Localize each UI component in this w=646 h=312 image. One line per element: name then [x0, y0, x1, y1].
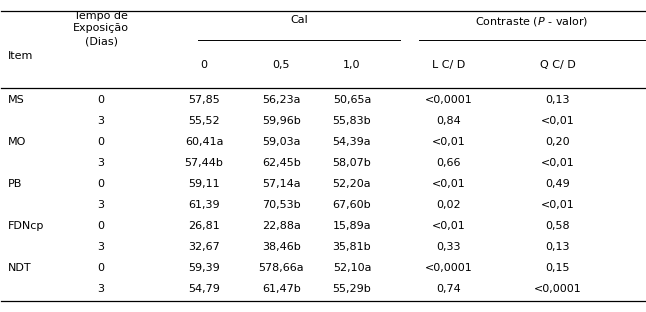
Text: 61,47b: 61,47b: [262, 284, 300, 294]
Text: 32,67: 32,67: [188, 242, 220, 252]
Text: 55,52: 55,52: [188, 116, 220, 126]
Text: 62,45b: 62,45b: [262, 158, 300, 168]
Text: 57,85: 57,85: [188, 95, 220, 105]
Text: 3: 3: [98, 158, 105, 168]
Text: 26,81: 26,81: [188, 221, 220, 231]
Text: 38,46b: 38,46b: [262, 242, 300, 252]
Text: 55,83b: 55,83b: [333, 116, 371, 126]
Text: 3: 3: [98, 284, 105, 294]
Text: FDNcp: FDNcp: [8, 221, 44, 231]
Text: 15,89a: 15,89a: [333, 221, 371, 231]
Text: 0,15: 0,15: [545, 263, 570, 273]
Text: <0,01: <0,01: [541, 200, 575, 210]
Text: 58,07b: 58,07b: [333, 158, 371, 168]
Text: 578,66a: 578,66a: [258, 263, 304, 273]
Text: 52,20a: 52,20a: [333, 179, 371, 189]
Text: <0,01: <0,01: [541, 116, 575, 126]
Text: 57,14a: 57,14a: [262, 179, 300, 189]
Text: 3: 3: [98, 116, 105, 126]
Text: <0,0001: <0,0001: [534, 284, 581, 294]
Text: Cal: Cal: [290, 15, 307, 25]
Text: 0,74: 0,74: [436, 284, 461, 294]
Text: 0: 0: [98, 179, 105, 189]
Text: 59,39: 59,39: [188, 263, 220, 273]
Text: 56,23a: 56,23a: [262, 95, 300, 105]
Text: 0,13: 0,13: [545, 242, 570, 252]
Text: 57,44b: 57,44b: [185, 158, 224, 168]
Text: 0: 0: [98, 95, 105, 105]
Text: 59,03a: 59,03a: [262, 137, 300, 147]
Text: 0,13: 0,13: [545, 95, 570, 105]
Text: 0,02: 0,02: [436, 200, 461, 210]
Text: MS: MS: [8, 95, 25, 105]
Text: 59,11: 59,11: [188, 179, 220, 189]
Text: Contraste ($P$ - valor): Contraste ($P$ - valor): [475, 15, 589, 28]
Text: <0,01: <0,01: [432, 221, 465, 231]
Text: MO: MO: [8, 137, 26, 147]
Text: 0,84: 0,84: [436, 116, 461, 126]
Text: 0,20: 0,20: [545, 137, 570, 147]
Text: 70,53b: 70,53b: [262, 200, 300, 210]
Text: 59,96b: 59,96b: [262, 116, 300, 126]
Text: 0: 0: [98, 263, 105, 273]
Text: <0,01: <0,01: [541, 158, 575, 168]
Text: 0,5: 0,5: [273, 60, 290, 70]
Text: 67,60b: 67,60b: [333, 200, 371, 210]
Text: 55,29b: 55,29b: [333, 284, 371, 294]
Text: 0,33: 0,33: [436, 242, 461, 252]
Text: PB: PB: [8, 179, 22, 189]
Text: Tempo de
Exposição
(Dias): Tempo de Exposição (Dias): [73, 11, 129, 46]
Text: 54,79: 54,79: [188, 284, 220, 294]
Text: 22,88a: 22,88a: [262, 221, 300, 231]
Text: Q C/ D: Q C/ D: [540, 60, 576, 70]
Text: 61,39: 61,39: [188, 200, 220, 210]
Text: NDT: NDT: [8, 263, 32, 273]
Text: <0,01: <0,01: [432, 137, 465, 147]
Text: 54,39a: 54,39a: [333, 137, 371, 147]
Text: Item: Item: [8, 51, 33, 61]
Text: 50,65a: 50,65a: [333, 95, 371, 105]
Text: <0,0001: <0,0001: [424, 95, 472, 105]
Text: 52,10a: 52,10a: [333, 263, 371, 273]
Text: L C/ D: L C/ D: [432, 60, 465, 70]
Text: 1,0: 1,0: [343, 60, 360, 70]
Text: 0,58: 0,58: [545, 221, 570, 231]
Text: <0,0001: <0,0001: [424, 263, 472, 273]
Text: <0,01: <0,01: [432, 179, 465, 189]
Text: 0: 0: [200, 60, 207, 70]
Text: 3: 3: [98, 200, 105, 210]
Text: 0,66: 0,66: [436, 158, 461, 168]
Text: 0: 0: [98, 221, 105, 231]
Text: 0,49: 0,49: [545, 179, 570, 189]
Text: 35,81b: 35,81b: [333, 242, 371, 252]
Text: 0: 0: [98, 137, 105, 147]
Text: 3: 3: [98, 242, 105, 252]
Text: 60,41a: 60,41a: [185, 137, 224, 147]
